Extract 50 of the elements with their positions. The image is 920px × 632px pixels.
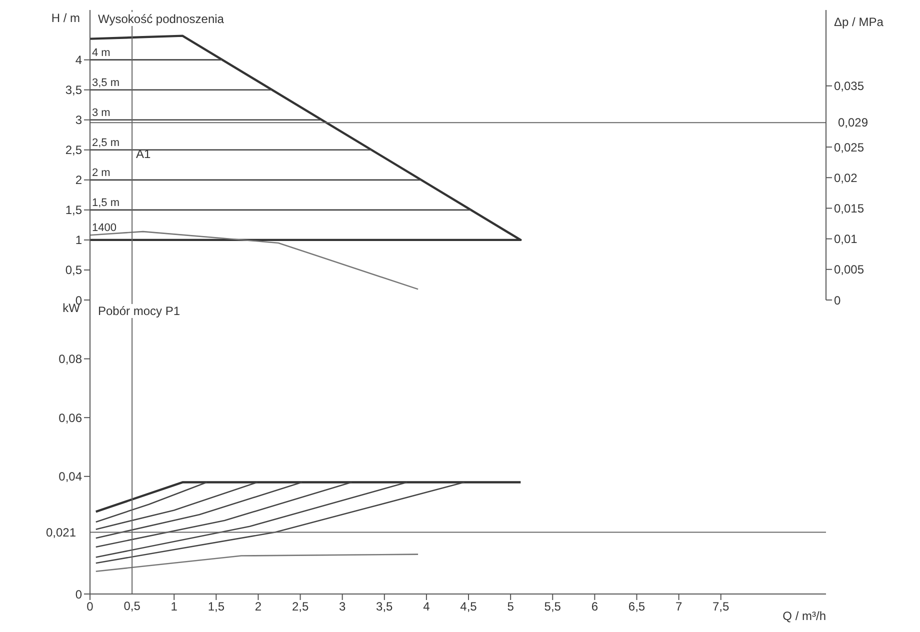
x-tick-label: 1: [170, 600, 178, 614]
series-label: 2,5 m: [92, 136, 120, 149]
series-label: 4 m: [92, 46, 110, 59]
x-tick-label: 7: [675, 600, 682, 614]
y-axis-title: H / m: [51, 11, 80, 25]
x-tick-label: 2: [254, 600, 262, 614]
chart-title: Pobór mocy P1: [96, 304, 182, 318]
y2-tick-label: 0,02: [834, 170, 858, 185]
series-label: 1400: [92, 222, 116, 234]
y-tick-label: 0,08: [58, 352, 82, 366]
y2-tick-label: 0,015: [834, 201, 864, 216]
y2-tick-label: 0,005: [834, 262, 864, 277]
x-tick-label: 1,5: [208, 600, 225, 614]
y-tick-label: 3,5: [65, 83, 82, 98]
y-tick-label: 4: [75, 53, 82, 68]
x-tick-label: 2,5: [292, 600, 309, 614]
y-tick-label: 0: [75, 587, 82, 602]
y2-tick-label: 0,025: [834, 140, 864, 154]
series-label: 3,5 m: [92, 76, 120, 89]
y-tick-label: 0,06: [58, 410, 82, 425]
y-tick-label: 2: [75, 173, 82, 188]
y2-tick-label: 0,01: [834, 232, 858, 246]
x-tick-label: 6: [591, 600, 598, 614]
x-tick-label: 4: [423, 600, 430, 614]
y-tick-label: 0,04: [58, 470, 82, 484]
y-tick-label: 3: [75, 113, 82, 128]
annotation: A1: [136, 146, 152, 161]
y-tick-label: 0,5: [65, 263, 82, 278]
y2-tick-label: 0,035: [834, 79, 864, 94]
x-tick-label: 3,5: [376, 600, 394, 614]
x-tick-label: 4,5: [460, 600, 478, 614]
x-axis-title: Q / m³/h: [782, 609, 826, 623]
series-label: 1,5 m: [92, 196, 120, 209]
series-label: 3 m: [92, 106, 110, 119]
x-tick-label: 5,5: [544, 600, 562, 614]
ref-line-label: 0,5: [124, 599, 141, 613]
x-tick-label: 3: [339, 600, 346, 614]
x-tick-label: 7,5: [712, 600, 730, 614]
ref-line-label: 0,021: [46, 525, 76, 540]
series-label: 2 m: [92, 166, 110, 179]
x-tick-label: 6,5: [628, 600, 646, 614]
chart-title: Wysokość podnoszenia: [96, 12, 226, 26]
x-tick-label: 5: [507, 600, 514, 614]
y-tick-label: 2,5: [65, 143, 82, 158]
y-tick-label: 1: [75, 233, 82, 248]
x-tick-label: 0: [86, 600, 94, 614]
y2-tick-label: 0: [834, 293, 841, 308]
y-tick-label: 1,5: [65, 203, 82, 218]
y2-axis-title: Δp / MPa: [834, 15, 884, 29]
ref-line-label: 0,029: [838, 116, 868, 130]
